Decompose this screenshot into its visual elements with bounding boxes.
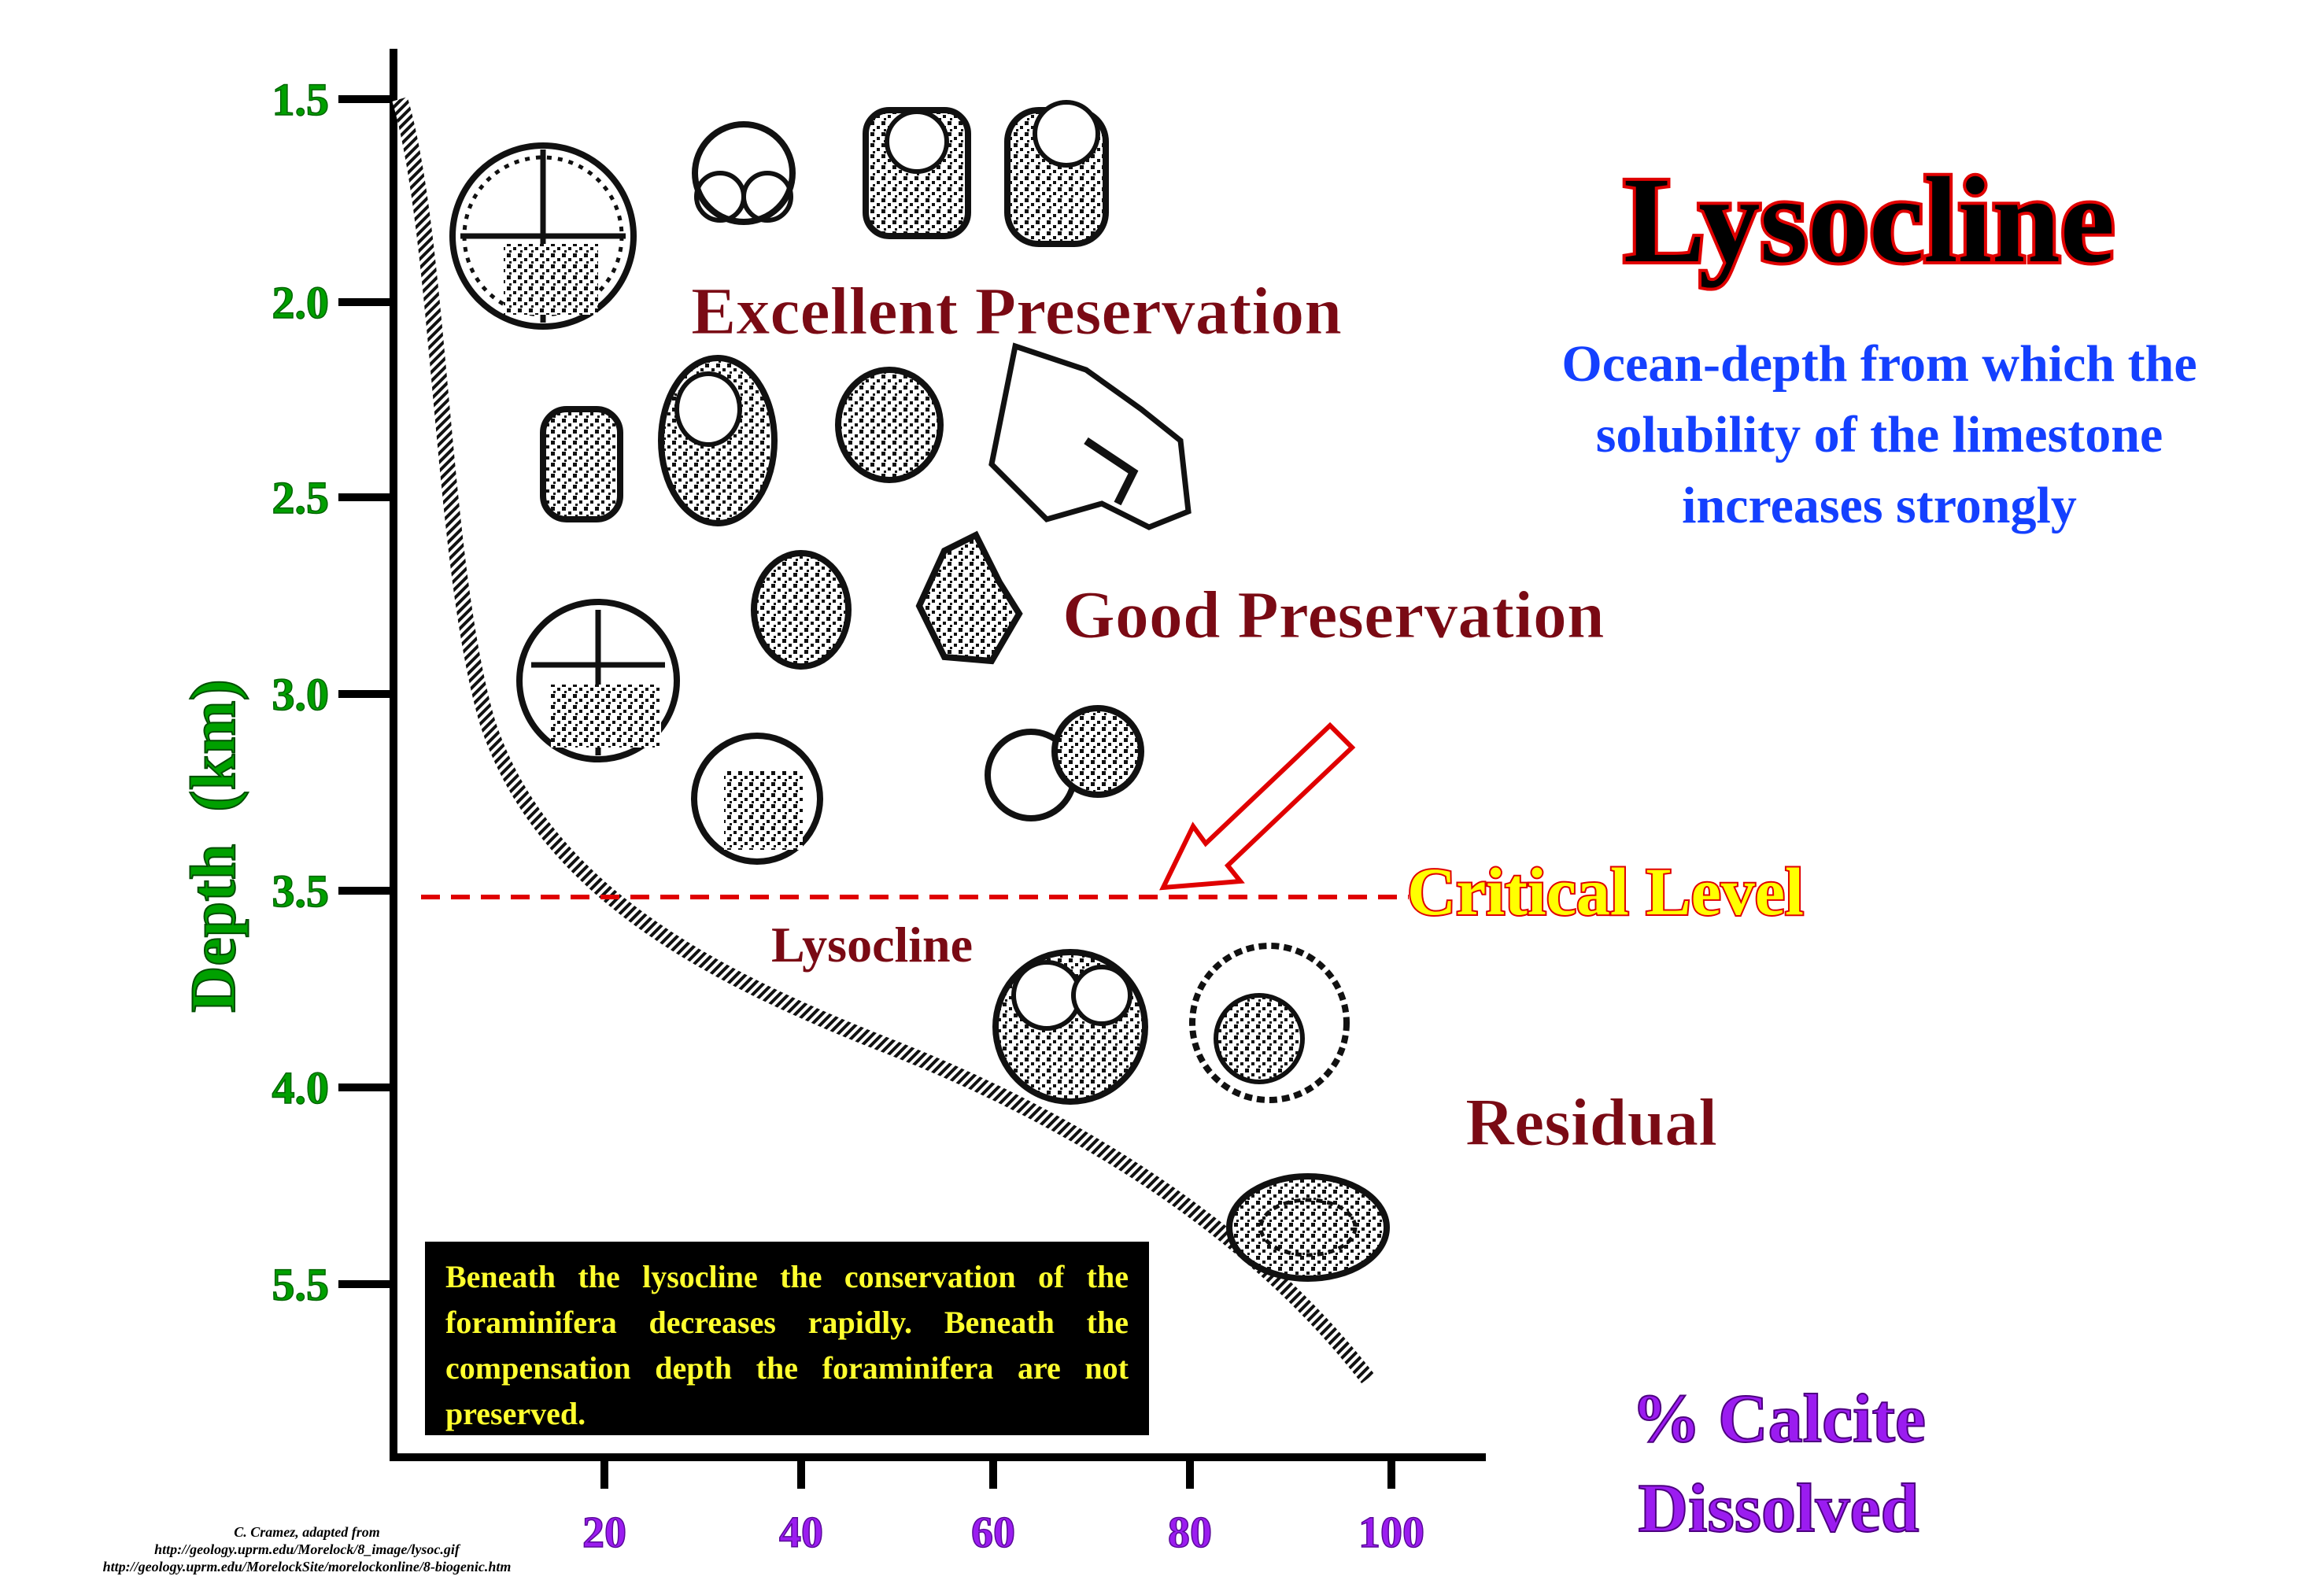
y-tick-label: 3.0 — [272, 669, 330, 720]
foram-shell — [992, 949, 1148, 1105]
foram-shell — [658, 355, 778, 526]
credit-line: http://geology.uprm.edu/MorelockSite/mor… — [102, 1559, 512, 1574]
foraminifera-excellent — [449, 100, 1109, 330]
subtitle-line: Ocean-depth from which the — [1561, 335, 2197, 393]
foram-shell — [835, 367, 944, 483]
x-tick-label: 60 — [971, 1508, 1015, 1557]
x-axis-title-line2: Dissolved — [1639, 1471, 1919, 1547]
y-tick-label: 1.5 — [272, 74, 330, 125]
credit-block: C. Cramez, adapted from http://geology.u… — [16, 1523, 598, 1575]
foram-shell — [915, 530, 1023, 665]
y-tick-label: 2.0 — [272, 277, 330, 328]
diagram-title: Lysocline — [1624, 152, 2115, 288]
y-tick-label: 3.5 — [272, 866, 330, 917]
foram-shell — [540, 406, 623, 522]
foram-shell — [988, 342, 1192, 530]
credit-line: http://geology.uprm.edu/Morelock/8_image… — [154, 1541, 460, 1557]
x-tick-label: 40 — [779, 1508, 823, 1557]
foram-shell — [1226, 1173, 1390, 1282]
foram-shell — [985, 705, 1144, 821]
subtitle-line: solubility of the limestone — [1596, 406, 2163, 463]
foraminifera-good — [516, 342, 1192, 865]
x-axis-title-line1: % Calcite — [1631, 1381, 1926, 1457]
critical-arrow — [1158, 722, 1356, 891]
foram-shell — [863, 107, 971, 239]
foram-shell — [1004, 100, 1109, 247]
foram-shell — [691, 733, 823, 865]
zone-label-excellent: Excellent Preservation — [691, 273, 1342, 349]
foram-shell — [516, 599, 680, 762]
foram-shell — [751, 550, 852, 670]
x-tick-label: 80 — [1168, 1508, 1212, 1557]
lysocline-line-label: Lysocline — [771, 917, 973, 973]
dissolution-curve — [392, 97, 1374, 1384]
y-tick-label: 2.5 — [272, 472, 330, 523]
x-tick-label: 100 — [1358, 1508, 1424, 1557]
explanation-text: Beneath the lysocline the conservation o… — [445, 1259, 1129, 1431]
foram-shell — [1189, 943, 1350, 1103]
zone-label-residual: Residual — [1465, 1084, 1717, 1160]
foraminifera-residual — [992, 943, 1390, 1282]
critical-level-label: Critical Level — [1407, 854, 1804, 929]
explanation-box: Beneath the lysocline the conservation o… — [425, 1242, 1149, 1435]
credit-line: C. Cramez, adapted from — [234, 1524, 380, 1540]
subtitle-line: increases strongly — [1682, 477, 2077, 534]
y-tick-label: 4.0 — [272, 1062, 330, 1113]
foram-shell — [449, 142, 637, 330]
x-tick-label: 20 — [582, 1508, 626, 1557]
zone-label-good: Good Preservation — [1062, 577, 1605, 652]
x-tick-marks — [600, 1457, 1395, 1489]
y-tick-marks — [338, 95, 393, 1288]
y-tick-label: 5.5 — [272, 1259, 330, 1310]
foram-shell — [692, 121, 796, 225]
y-axis-title: Depth (km) — [177, 679, 249, 1013]
